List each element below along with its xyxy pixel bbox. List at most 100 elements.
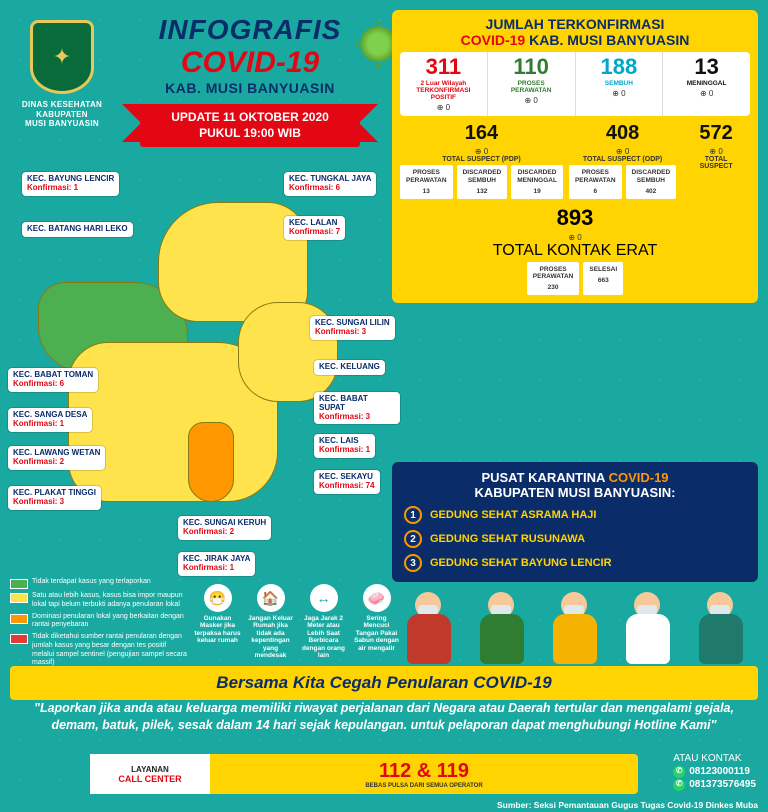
kar-item: 2GEDUNG SEHAT RUSUNAWA — [404, 530, 746, 548]
district-callout: KEC. BATANG HARI LEKO — [22, 222, 133, 237]
kontak-label: TOTAL KONTAK ERAT — [400, 242, 750, 260]
person-icon — [403, 592, 455, 666]
odp-label: TOTAL SUSPECT (ODP) — [569, 156, 676, 163]
guidance-item: ↔Jaga Jarak 2 Meter atau Lebih Saat Berb… — [300, 584, 347, 660]
report-quote: "Laporkan jika anda atau keluarga memili… — [30, 700, 738, 734]
stats-title-a: JUMLAH TERKONFIRMASI — [486, 16, 665, 32]
district-callout: KEC. LALANKonfirmasi: 7 — [284, 216, 345, 240]
mini-stat: PROSES PERAWATAN230 — [527, 262, 580, 295]
title-infografis: INFOGRAFIS — [120, 14, 380, 46]
legend-row: Satu atau lebih kasus, kasus bisa impor … — [10, 592, 188, 610]
kontak-breakdown: PROSES PERAWATAN230SELESAI663 — [400, 262, 750, 295]
ribbon-date: UPDATE 11 OKTOBER 2020 — [154, 110, 346, 126]
mini-stat: SELESAI663 — [583, 262, 623, 295]
kontak-box: 893 ⊕ 0 TOTAL KONTAK ERAT PROSES PERAWAT… — [400, 205, 750, 295]
total-suspect-label: TOTAL SUSPECT — [682, 156, 750, 170]
whatsapp-contacts: ATAU KONTAK ✆ 08123000119 ✆ 081373576495 — [673, 752, 756, 791]
kar-title: PUSAT KARANTINA COVID-19 KABUPATEN MUSI … — [404, 470, 746, 500]
title-region: KAB. MUSI BANYUASIN — [120, 80, 380, 96]
mini-stat: PROSES PERAWATAN13 — [400, 165, 453, 198]
guidance-item: 😷Gunakan Masker jika terpaksa harus kelu… — [194, 584, 241, 660]
legend-row: Tidak diketahui sumber rantai penularan … — [10, 633, 188, 668]
title-block: INFOGRAFIS COVID-19 KAB. MUSI BANYUASIN … — [120, 14, 380, 147]
update-ribbon: UPDATE 11 OKTOBER 2020 PUKUL 19:00 WIB — [140, 104, 360, 147]
odp-box: 408 ⊕ 0 TOTAL SUSPECT (ODP) PROSES PERAW… — [569, 122, 676, 198]
map-legend: Tidak terdapat kasus yang terlaporkan Sat… — [10, 578, 188, 671]
district-callout: KEC. PLAKAT TINGGIKonfirmasi: 3 — [8, 486, 101, 510]
wa-number-1: 08123000119 — [689, 765, 750, 778]
legend-row: Dominasi penularan lokal yang berkaitan … — [10, 613, 188, 631]
odp-delta: ⊕ 0 — [569, 147, 676, 156]
wa-number-2: 081373576495 — [689, 778, 756, 791]
mini-stat: PROSES PERAWATAN6 — [569, 165, 622, 198]
stats-title-c: KAB. MUSI BANYUASIN — [525, 32, 689, 48]
pdp-delta: ⊕ 0 — [400, 147, 563, 156]
district-callout: KEC. SEKAYUKonfirmasi: 74 — [314, 470, 380, 494]
prevention-banner: Bersama Kita Cegah Penularan COVID-19 — [10, 666, 758, 700]
mini-stat: DISCARDED SEMBUH132 — [457, 165, 508, 198]
legend-row: Tidak terdapat kasus yang terlaporkan — [10, 578, 188, 589]
district-callout: KEC. SUNGAI KERUHKonfirmasi: 2 — [178, 516, 271, 540]
kar-item: 1GEDUNG SEHAT ASRAMA HAJI — [404, 506, 746, 524]
district-callout: KEC. TUNGKAL JAYAKonfirmasi: 6 — [284, 172, 376, 196]
kar-title-b: COVID-19 — [609, 470, 669, 485]
stats-title: JUMLAH TERKONFIRMASI COVID-19 KAB. MUSI … — [400, 16, 750, 48]
stats-panel: JUMLAH TERKONFIRMASI COVID-19 KAB. MUSI … — [392, 10, 758, 303]
district-callout: KEC. BABAT TOMANKonfirmasi: 6 — [8, 368, 98, 392]
guidance-row: 😷Gunakan Masker jika terpaksa harus kelu… — [194, 584, 400, 660]
total-suspect-number: 572 — [682, 122, 750, 145]
people-illustration — [392, 572, 758, 666]
or-contact-label: ATAU KONTAK — [673, 752, 756, 765]
person-icon — [476, 592, 528, 666]
whatsapp-icon: ✆ — [673, 779, 685, 791]
stats-title-b: COVID-19 — [461, 32, 526, 48]
district-callout: KEC. LAWANG WETANKonfirmasi: 2 — [8, 446, 105, 470]
kar-title-a: PUSAT KARANTINA — [481, 470, 608, 485]
total-suspect-box: 572 ⊕ 0 TOTAL SUSPECT — [682, 122, 750, 198]
kar-subtitle: KABUPATEN MUSI BANYUASIN: — [474, 485, 675, 500]
district-callout: KEC. LAISKonfirmasi: 1 — [314, 434, 375, 458]
district-map: KEC. BAYUNG LENCIRKonfirmasi: 1 KEC. BATA… — [8, 172, 400, 576]
whatsapp-icon: ✆ — [673, 766, 685, 778]
district-callout: KEC. JIRAK JAYAKonfirmasi: 1 — [178, 552, 255, 576]
cc-label-1: LAYANAN — [131, 765, 169, 774]
person-icon — [549, 592, 601, 666]
confirmed-cell: 13MENINGGAL⊕ 0 — [663, 52, 750, 116]
district-callout: KEC. BAYUNG LENCIRKonfirmasi: 1 — [22, 172, 119, 196]
pdp-label: TOTAL SUSPECT (PDP) — [400, 156, 563, 163]
org-name: DINAS KESEHATAN KABUPATEN MUSI BANYUASIN — [12, 100, 112, 129]
guidance-item: 🏠Jangan Keluar Rumah jika tidak ada kepe… — [247, 584, 294, 660]
confirmed-cell: 188SEMBUH⊕ 0 — [576, 52, 664, 116]
confirmed-cell: 3112 Luar Wilayah TERKONFIRMASI POSITIF⊕… — [400, 52, 488, 116]
odp-number: 408 — [569, 122, 676, 145]
district-callout: KEC. SANGA DESAKonfirmasi: 1 — [8, 408, 92, 432]
odp-breakdown: PROSES PERAWATAN6DISCARDED SEMBUH402 — [569, 165, 676, 198]
kontak-delta: ⊕ 0 — [400, 233, 750, 242]
karantina-panel: PUSAT KARANTINA COVID-19 KABUPATEN MUSI … — [392, 462, 758, 582]
title-covid: COVID-19 — [120, 46, 380, 80]
suspect-row: 164 ⊕ 0 TOTAL SUSPECT (PDP) PROSES PERAW… — [400, 122, 750, 198]
mini-stat: DISCARDED SEMBUH402 — [626, 165, 677, 198]
confirmed-cell: 110PROSES PERAWATAN⊕ 0 — [488, 52, 576, 116]
ribbon-time: PUKUL 19:00 WIB — [154, 126, 346, 142]
nurse-icon — [695, 592, 747, 666]
shield-logo — [30, 20, 94, 94]
pdp-breakdown: PROSES PERAWATAN13DISCARDED SEMBUH132DIS… — [400, 165, 563, 198]
call-center-numbers: 112 & 119 BEBAS PULSA DARI SEMUA OPERATO… — [210, 760, 638, 789]
district-callout: KEC. SUNGAI LILINKonfirmasi: 3 — [310, 316, 395, 340]
hotline-sub: BEBAS PULSA DARI SEMUA OPERATOR — [210, 783, 638, 789]
total-suspect-delta: ⊕ 0 — [682, 147, 750, 156]
call-center-bar: LAYANAN CALL CENTER 112 & 119 BEBAS PULS… — [90, 754, 638, 794]
mini-stat: DISCARDED MENINGGAL19 — [511, 165, 563, 198]
kar-item: 3GEDUNG SEHAT BAYUNG LENCIR — [404, 554, 746, 572]
pdp-number: 164 — [400, 122, 563, 145]
doctor-icon — [622, 592, 674, 666]
confirmed-row: 3112 Luar Wilayah TERKONFIRMASI POSITIF⊕… — [400, 52, 750, 116]
logo-column: DINAS KESEHATAN KABUPATEN MUSI BANYUASIN — [12, 20, 112, 129]
call-center-label: LAYANAN CALL CENTER — [90, 754, 210, 794]
district-callout: KEC. BABAT SUPATKonfirmasi: 3 — [314, 392, 400, 424]
hotline-numbers: 112 & 119 — [379, 760, 469, 782]
district-callout: KEC. KELUANG — [314, 360, 385, 375]
kontak-number: 893 — [400, 205, 750, 231]
cc-label-2: CALL CENTER — [118, 774, 181, 784]
